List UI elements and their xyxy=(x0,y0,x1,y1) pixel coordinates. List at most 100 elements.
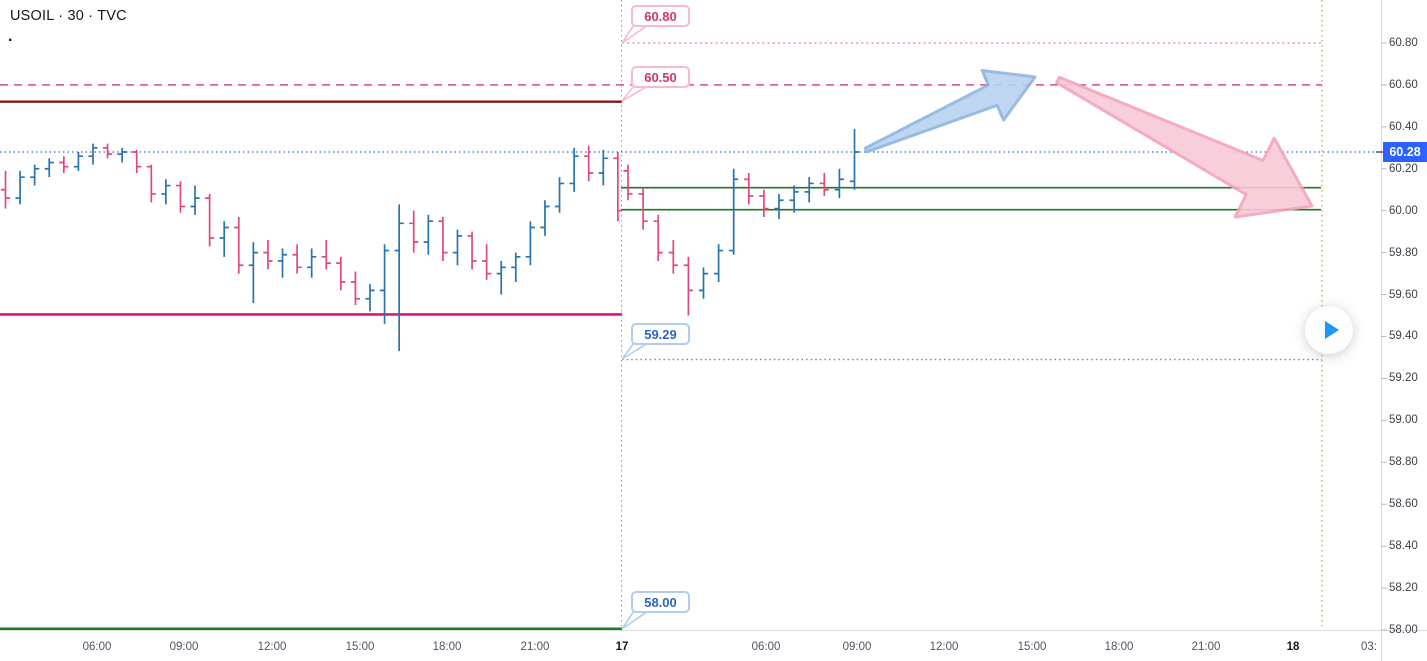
price-label-58.00[interactable]: 58.00 xyxy=(631,591,690,613)
ohlc-bar xyxy=(394,204,404,352)
ohlc-bar xyxy=(336,256,346,291)
ohlc-bar xyxy=(0,170,11,209)
ohlc-bar xyxy=(789,185,799,213)
ohlc-bar xyxy=(819,172,829,197)
ohlc-bar xyxy=(379,244,390,324)
ohlc-bar xyxy=(613,152,623,222)
legend-collapsed-dot: . xyxy=(8,28,13,45)
time-tick-label: 12:00 xyxy=(929,641,959,653)
price-tick-label: 60.80 xyxy=(1389,37,1418,49)
ohlc-bar xyxy=(623,164,633,201)
ohlc-bar xyxy=(569,147,579,192)
ohlc-bar xyxy=(638,187,648,230)
ohlc-bar xyxy=(683,256,693,316)
time-tick-label: 15:00 xyxy=(1017,641,1047,653)
bearish-arrow[interactable] xyxy=(1055,75,1314,219)
price-tick-label: 58.00 xyxy=(1389,623,1418,636)
time-tick-label: 15:00 xyxy=(345,641,375,653)
ohlc-bar xyxy=(759,189,769,218)
ohlc-bar xyxy=(117,147,127,163)
ohlc-bar xyxy=(804,177,814,203)
ohlc-bar xyxy=(365,284,375,312)
price-tick-label: 59.00 xyxy=(1389,414,1418,427)
price-tick-label: 58.60 xyxy=(1389,498,1418,511)
ohlc-bar xyxy=(102,143,113,159)
ohlc-bar xyxy=(205,193,215,247)
ohlc-bar xyxy=(729,168,739,255)
ohlc-bar xyxy=(525,221,535,266)
ohlc-bar xyxy=(849,128,860,190)
price-tick-label: 58.20 xyxy=(1389,582,1418,595)
callout-tail xyxy=(621,24,651,44)
callout-tail xyxy=(621,610,651,630)
price-label-60.80[interactable]: 60.80 xyxy=(631,5,690,27)
price-tick-label: 59.20 xyxy=(1389,372,1418,385)
ohlc-bar xyxy=(292,244,302,274)
ohlc-bar xyxy=(452,229,463,266)
ohlc-bar xyxy=(668,240,678,274)
ohlc-bar xyxy=(653,214,663,262)
replay-play-button[interactable] xyxy=(1305,306,1353,354)
ohlc-bar xyxy=(161,179,171,205)
price-tick-label: 59.60 xyxy=(1389,288,1418,301)
time-tick-label: 06:00 xyxy=(82,641,112,653)
ohlc-bar xyxy=(698,267,709,299)
ohlc-bar xyxy=(423,214,433,255)
ohlc-bar xyxy=(834,168,844,199)
price-tick-label: 60.20 xyxy=(1389,162,1418,175)
price-tick-label: 58.80 xyxy=(1389,456,1418,469)
price-tick-label: 59.40 xyxy=(1389,330,1418,343)
symbol-title[interactable]: USOIL · 30 · TVC xyxy=(10,8,127,24)
time-tick-label: 17 xyxy=(615,641,629,653)
time-tick-label: 06:00 xyxy=(751,641,781,653)
ohlc-bar xyxy=(744,172,754,205)
price-tick-label: 60.40 xyxy=(1389,120,1418,133)
ohlc-bar xyxy=(774,193,784,220)
time-tick-label: 03: xyxy=(1361,641,1377,653)
ohlc-bar xyxy=(44,158,54,178)
ohlc-bar xyxy=(307,248,317,278)
ohlc-bar xyxy=(219,221,229,257)
ohlc-bar xyxy=(59,156,69,173)
time-tick-label: 18 xyxy=(1286,641,1300,653)
price-tick-label: 58.40 xyxy=(1389,540,1418,553)
ohlc-bar xyxy=(598,149,608,186)
play-icon xyxy=(1324,321,1339,339)
ohlc-bar xyxy=(540,200,550,236)
ohlc-bar xyxy=(248,242,258,303)
ohlc-bar xyxy=(132,149,142,173)
ohlc-bar xyxy=(554,177,565,213)
ohlc-bar xyxy=(584,145,594,182)
price-tick-label: 59.80 xyxy=(1389,246,1418,259)
price-label-59.29[interactable]: 59.29 xyxy=(631,323,690,345)
ohlc-bar xyxy=(467,231,477,270)
ohlc-bar xyxy=(714,244,724,282)
ohlc-bar xyxy=(146,164,156,203)
last-price-badge: 60.28 xyxy=(1383,142,1427,162)
price-tick-label: 60.00 xyxy=(1389,204,1418,217)
ohlc-bar xyxy=(88,143,98,165)
ohlc-bar xyxy=(263,240,273,270)
time-tick-label: 09:00 xyxy=(169,641,199,653)
price-label-60.50[interactable]: 60.50 xyxy=(631,66,690,88)
ohlc-bar xyxy=(15,170,25,205)
ohlc-bar xyxy=(175,181,186,213)
bullish-arrow[interactable] xyxy=(863,69,1037,154)
ohlc-bar xyxy=(350,271,361,306)
ohlc-bar xyxy=(234,217,244,274)
ohlc-bar xyxy=(496,261,506,295)
ohlc-bar xyxy=(277,248,288,278)
time-tick-label: 18:00 xyxy=(432,641,462,653)
ohlc-bar xyxy=(482,244,492,280)
callout-tail xyxy=(621,85,651,102)
time-tick-label: 12:00 xyxy=(257,641,287,653)
time-tick-label: 09:00 xyxy=(842,641,872,653)
time-tick-label: 21:00 xyxy=(520,641,550,653)
ohlc-bar xyxy=(321,240,331,270)
time-tick-label: 21:00 xyxy=(1191,641,1221,653)
ohlc-bar xyxy=(190,185,200,215)
ohlc-bar xyxy=(511,252,521,282)
ohlc-bar xyxy=(30,164,40,186)
